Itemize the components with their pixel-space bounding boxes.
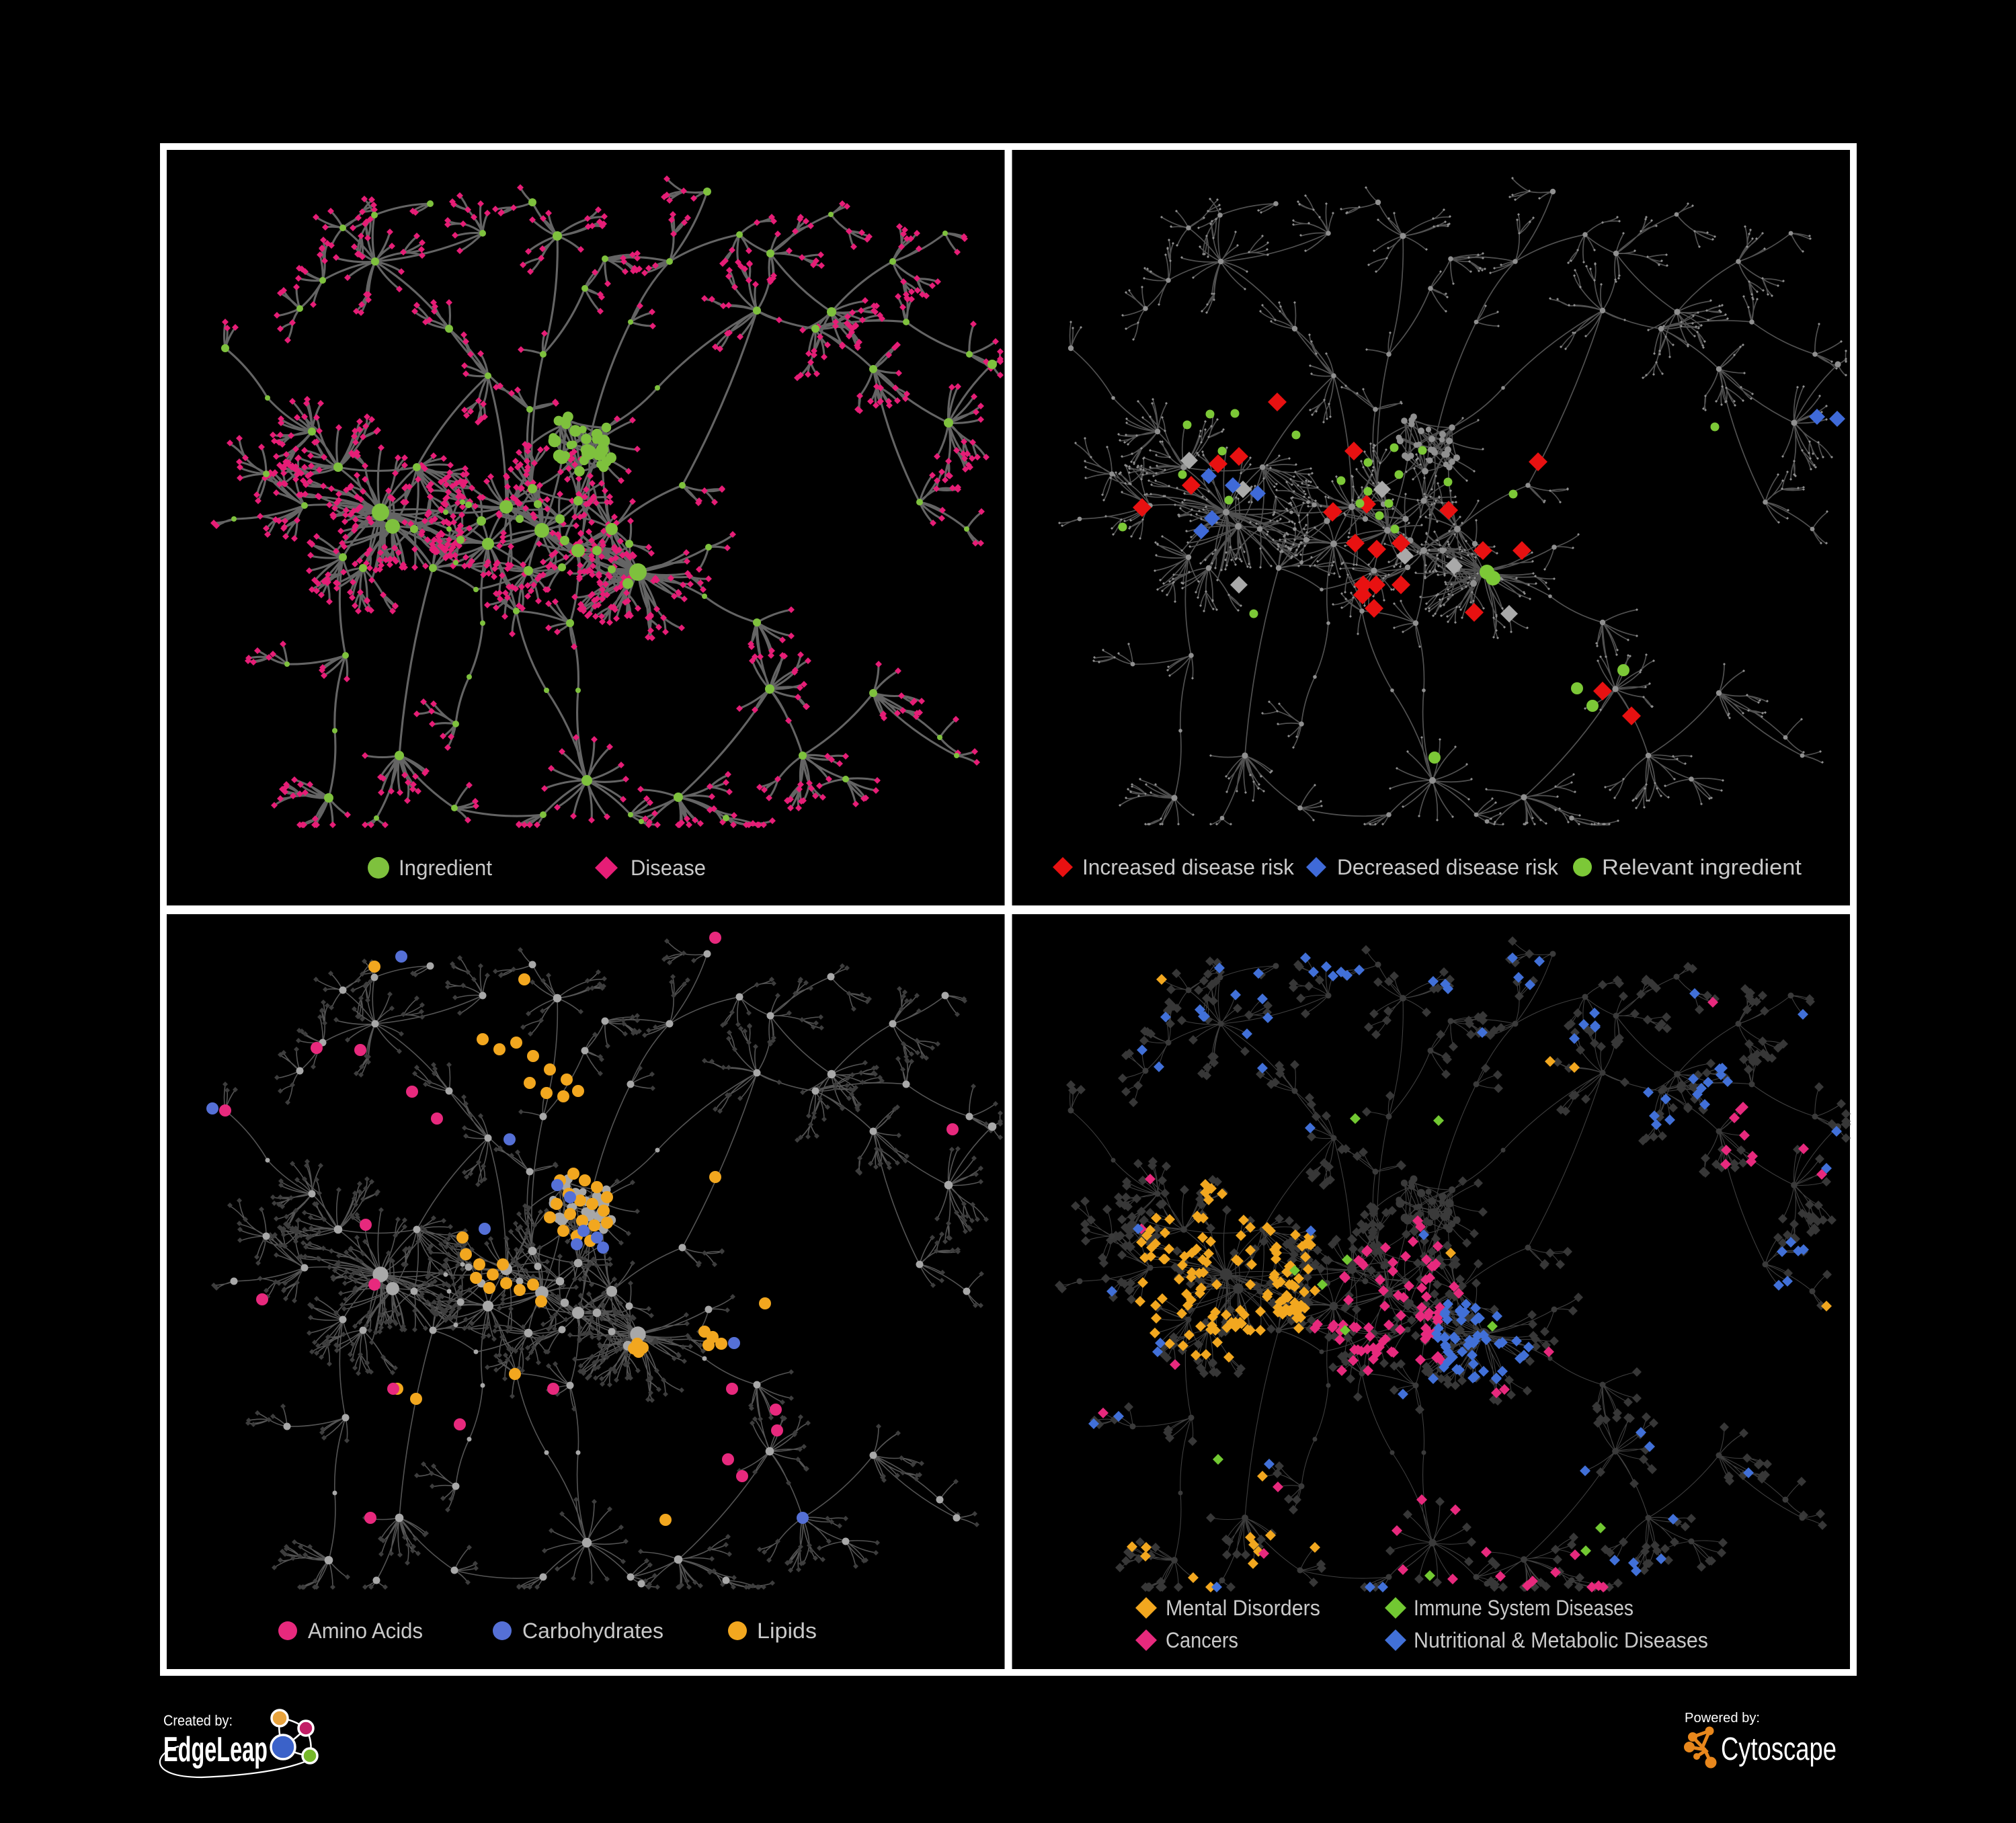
svg-text:EdgeLeap: EdgeLeap xyxy=(163,1730,268,1769)
svg-text:Increased disease risk: Increased disease risk xyxy=(1082,855,1295,879)
svg-text:Created by:: Created by: xyxy=(163,1712,233,1729)
svg-text:Relevant ingredient: Relevant ingredient xyxy=(1602,855,1802,879)
svg-text:Cytoscape: Cytoscape xyxy=(1721,1732,1837,1767)
svg-text:Powered by:: Powered by: xyxy=(1685,1711,1760,1726)
svg-text:Mental Disorders: Mental Disorders xyxy=(1166,1596,1320,1620)
svg-text:Ingredient: Ingredient xyxy=(399,856,492,880)
svg-text:Immune System Diseases: Immune System Diseases xyxy=(1414,1596,1634,1620)
svg-text:Disease: Disease xyxy=(631,856,706,880)
svg-text:Decreased disease risk: Decreased disease risk xyxy=(1337,855,1559,879)
svg-text:Nutritional & Metabolic Diseas: Nutritional & Metabolic Diseases xyxy=(1414,1628,1708,1652)
svg-text:Amino Acids: Amino Acids xyxy=(308,1619,423,1643)
svg-text:Lipids: Lipids xyxy=(757,1619,817,1643)
svg-text:Carbohydrates: Carbohydrates xyxy=(522,1619,663,1643)
svg-text:Cancers: Cancers xyxy=(1166,1628,1238,1652)
